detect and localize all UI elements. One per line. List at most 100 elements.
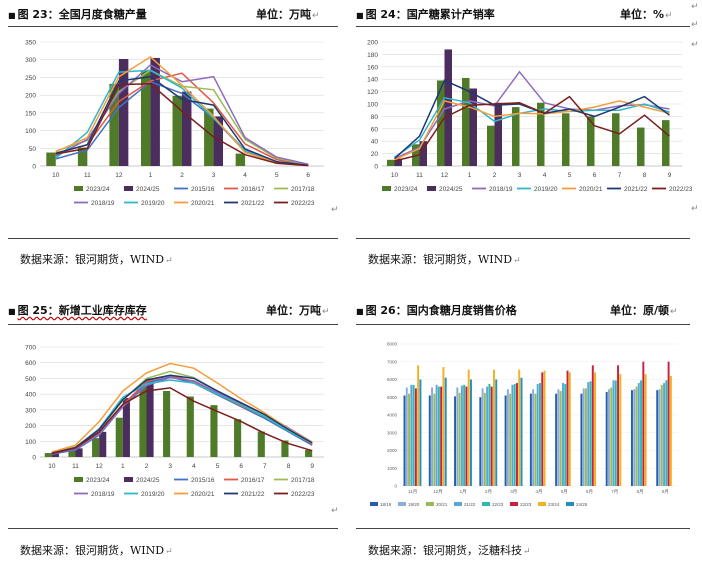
bar [394, 158, 402, 166]
x-tick-label: 4 [243, 172, 247, 179]
y-tick-label: 350 [25, 40, 36, 47]
x-tick-label: 12月 [433, 489, 443, 495]
title-rule [356, 324, 690, 325]
bar [433, 393, 436, 486]
bar [644, 374, 647, 486]
x-tick-label: 11月 [408, 489, 417, 495]
y-tick-label: 80 [371, 114, 379, 121]
bar [465, 386, 468, 486]
x-tick-label: 3月 [510, 489, 517, 495]
legend-label: 22/23 [520, 502, 532, 507]
y-tick-label: 0 [394, 484, 397, 489]
bar [559, 391, 562, 486]
x-tick-label: 6 [239, 463, 243, 470]
series-line [394, 70, 670, 160]
chart-26-price: 0 1000 2000 3000 4000 5000 6000 7000 8000 11月 12月 1… [370, 342, 678, 507]
x-tick-label: 8月 [637, 489, 644, 495]
x-tick-label: 6 [593, 172, 597, 179]
bar [513, 383, 516, 486]
bar [518, 369, 521, 486]
para-mark: ↵ [331, 205, 339, 215]
x-tick-label: 8 [287, 463, 291, 470]
bullet-square-icon: ■ [356, 307, 364, 316]
chart-title-23: ■ 图 23：全国月度食糖产量 [8, 8, 147, 21]
bar [456, 387, 459, 486]
legend-label: 2022/23 [669, 186, 692, 193]
bar [235, 153, 246, 166]
y-tick-label: 6000 [387, 377, 398, 382]
legend-label: 2023/24 [86, 477, 110, 484]
x-tick-label: 9 [668, 172, 672, 179]
divider-rule [356, 528, 690, 529]
bar [663, 383, 666, 486]
series-line [55, 83, 309, 167]
legend-label: 2020/21 [579, 186, 603, 193]
y-tick-label: 7000 [387, 359, 398, 364]
bar [483, 392, 486, 486]
source-note-23: 数据来源：银河期货，WIND↵ [20, 253, 173, 266]
bar [419, 141, 427, 166]
x-tick-label: 11 [84, 172, 91, 179]
bar [77, 147, 88, 166]
bar [146, 378, 154, 457]
x-tick-label: 9 [310, 463, 314, 470]
legend-label: 2021/22 [241, 200, 265, 207]
bar [213, 116, 224, 166]
x-tick-label: 1月 [460, 489, 467, 495]
bar [580, 393, 583, 486]
bar [51, 452, 59, 457]
chart-unit-26: 单位：原/顿↵ [610, 304, 678, 317]
bar [479, 397, 482, 486]
x-tick-label: 4月 [535, 489, 542, 495]
bar [172, 95, 182, 166]
x-tick-label: 10 [52, 172, 60, 179]
bar [566, 370, 569, 486]
bar [516, 383, 518, 486]
bar [669, 375, 672, 486]
bar [532, 389, 535, 486]
bar [557, 389, 560, 486]
legend-label: 2024/25 [136, 186, 160, 193]
y-tick-label: 700 [25, 345, 36, 352]
bar [493, 369, 495, 486]
chart-title-25: ■ 图 25：新增工业库存库存 [8, 304, 147, 317]
series-line [55, 55, 309, 167]
legend-label: 24/25 [576, 502, 588, 507]
bar [469, 88, 477, 166]
bar [635, 386, 638, 486]
bar [437, 386, 440, 486]
x-tick-label: 3 [168, 463, 172, 470]
bar [46, 152, 56, 166]
legend-label: 2024/25 [136, 477, 160, 484]
legend-label: 2016/17 [241, 186, 265, 193]
x-tick-label: 12 [96, 463, 104, 470]
bar [470, 379, 472, 486]
legend-swatch [124, 477, 133, 482]
y-tick-label: 200 [367, 40, 378, 47]
bar [139, 385, 147, 457]
series-line [394, 96, 670, 158]
divider-rule [8, 528, 338, 529]
x-tick-label: 5月 [561, 489, 568, 495]
bar [511, 384, 514, 486]
bar [637, 383, 640, 486]
legend-label: 2018/19 [91, 491, 115, 498]
x-tick-label: 2 [180, 172, 184, 179]
margin-return-mark: ↵ [691, 204, 699, 214]
y-tick-label: 60 [371, 126, 379, 133]
series-line [394, 100, 670, 161]
bar [656, 390, 659, 486]
y-tick-label: 100 [25, 439, 36, 446]
bar [564, 383, 567, 486]
bar [633, 389, 636, 486]
bar [561, 383, 564, 486]
legend-label: 2019/20 [141, 491, 165, 498]
bar [495, 379, 498, 486]
y-tick-label: 40 [371, 139, 379, 146]
x-tick-label: 5 [275, 172, 279, 179]
bar [640, 380, 643, 486]
x-tick-label: 6月 [586, 489, 593, 495]
bar [387, 159, 395, 166]
y-tick-label: 100 [25, 128, 36, 135]
